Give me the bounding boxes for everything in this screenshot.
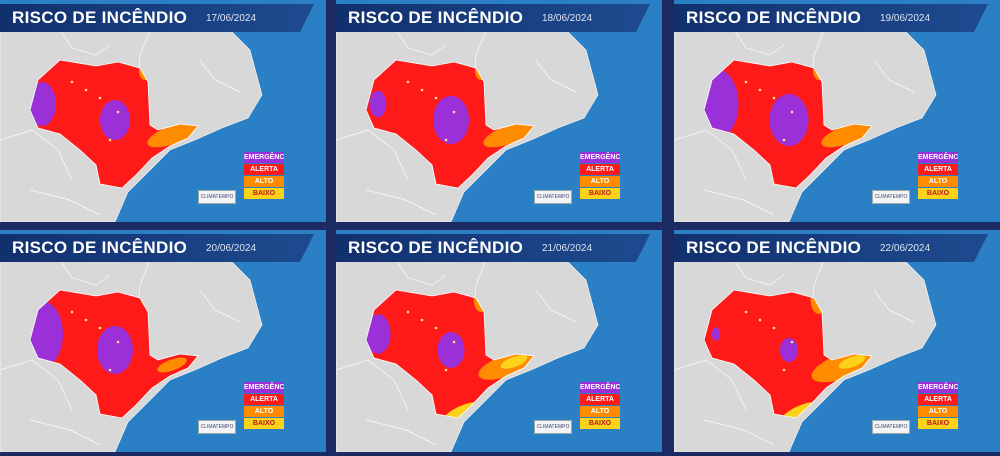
legend-item: BAIXO xyxy=(580,188,620,199)
title-bar: RISCO DE INCÊNDIO 18/06/2024 xyxy=(336,4,650,32)
climatempo-logo: CLIMATEMPO xyxy=(198,190,236,204)
risk-legend: EMERGÊNCIAALERTAALTOBAIXO xyxy=(244,152,284,200)
map-panel: RISCO DE INCÊNDIO 20/06/2024 EMERGÊNCIAALE… xyxy=(0,230,326,452)
legend-item: ALERTA xyxy=(244,394,284,405)
climatempo-logo: CLIMATEMPO xyxy=(198,420,236,434)
fire-risk-map xyxy=(336,230,662,452)
legend-item: ALERTA xyxy=(580,164,620,175)
legend-item: BAIXO xyxy=(244,188,284,199)
risk-legend: EMERGÊNCIAALERTAALTOBAIXO xyxy=(918,152,958,200)
map-date: 20/06/2024 xyxy=(206,243,257,254)
legend-item: ALTO xyxy=(580,176,620,187)
map-title: RISCO DE INCÊNDIO xyxy=(348,238,524,257)
legend-item: ALTO xyxy=(918,176,958,187)
map-panel: RISCO DE INCÊNDIO 22/06/2024 EMERGÊNCIAALE… xyxy=(674,230,1000,452)
fire-risk-map xyxy=(0,0,326,222)
legend-item: EMERGÊNCIA xyxy=(580,152,620,163)
title-bar: RISCO DE INCÊNDIO 17/06/2024 xyxy=(0,4,314,32)
legend-item: EMERGÊNCIA xyxy=(918,382,958,393)
legend-item: BAIXO xyxy=(918,418,958,429)
legend-item: EMERGÊNCIA xyxy=(244,152,284,163)
legend-item: EMERGÊNCIA xyxy=(244,382,284,393)
map-title: RISCO DE INCÊNDIO xyxy=(12,8,188,27)
map-title: RISCO DE INCÊNDIO xyxy=(12,238,188,257)
map-date: 19/06/2024 xyxy=(880,13,931,24)
map-date: 18/06/2024 xyxy=(542,13,593,24)
climatempo-logo: CLIMATEMPO xyxy=(534,190,572,204)
risk-legend: EMERGÊNCIAALERTAALTOBAIXO xyxy=(918,382,958,430)
map-title: RISCO DE INCÊNDIO xyxy=(686,238,862,257)
legend-item: ALTO xyxy=(580,406,620,417)
risk-legend: EMERGÊNCIAALERTAALTOBAIXO xyxy=(580,382,620,430)
risk-legend: EMERGÊNCIAALERTAALTOBAIXO xyxy=(244,382,284,430)
map-date: 22/06/2024 xyxy=(880,243,931,254)
map-title: RISCO DE INCÊNDIO xyxy=(686,8,862,27)
legend-item: ALERTA xyxy=(918,164,958,175)
climatempo-logo: CLIMATEMPO xyxy=(872,420,910,434)
title-bar: RISCO DE INCÊNDIO 19/06/2024 xyxy=(674,4,988,32)
legend-item: ALERTA xyxy=(244,164,284,175)
map-date: 21/06/2024 xyxy=(542,243,593,254)
risk-legend: EMERGÊNCIAALERTAALTOBAIXO xyxy=(580,152,620,200)
map-panel: RISCO DE INCÊNDIO 17/06/2024 EMERGÊNCIAALE… xyxy=(0,0,326,222)
legend-item: EMERGÊNCIA xyxy=(918,152,958,163)
title-bar: RISCO DE INCÊNDIO 22/06/2024 xyxy=(674,234,988,262)
legend-item: ALTO xyxy=(244,176,284,187)
climatempo-logo: CLIMATEMPO xyxy=(872,190,910,204)
legend-item: BAIXO xyxy=(918,188,958,199)
legend-item: BAIXO xyxy=(580,418,620,429)
legend-item: ALERTA xyxy=(580,394,620,405)
legend-item: BAIXO xyxy=(244,418,284,429)
legend-item: ALERTA xyxy=(918,394,958,405)
map-panel: RISCO DE INCÊNDIO 21/06/2024 EMERGÊNCIAALE… xyxy=(336,230,662,452)
map-title: RISCO DE INCÊNDIO xyxy=(348,8,524,27)
legend-item: ALTO xyxy=(244,406,284,417)
legend-item: ALTO xyxy=(918,406,958,417)
legend-item: EMERGÊNCIA xyxy=(580,382,620,393)
map-panel: RISCO DE INCÊNDIO 18/06/2024 EMERGÊNCIAALE… xyxy=(336,0,662,222)
title-bar: RISCO DE INCÊNDIO 20/06/2024 xyxy=(0,234,314,262)
map-date: 17/06/2024 xyxy=(206,13,257,24)
climatempo-logo: CLIMATEMPO xyxy=(534,420,572,434)
map-panel: RISCO DE INCÊNDIO 19/06/2024 EMERGÊNCIAALE… xyxy=(674,0,1000,222)
title-bar: RISCO DE INCÊNDIO 21/06/2024 xyxy=(336,234,650,262)
